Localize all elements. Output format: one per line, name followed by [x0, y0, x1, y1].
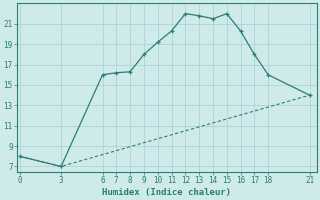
- X-axis label: Humidex (Indice chaleur): Humidex (Indice chaleur): [102, 188, 231, 197]
